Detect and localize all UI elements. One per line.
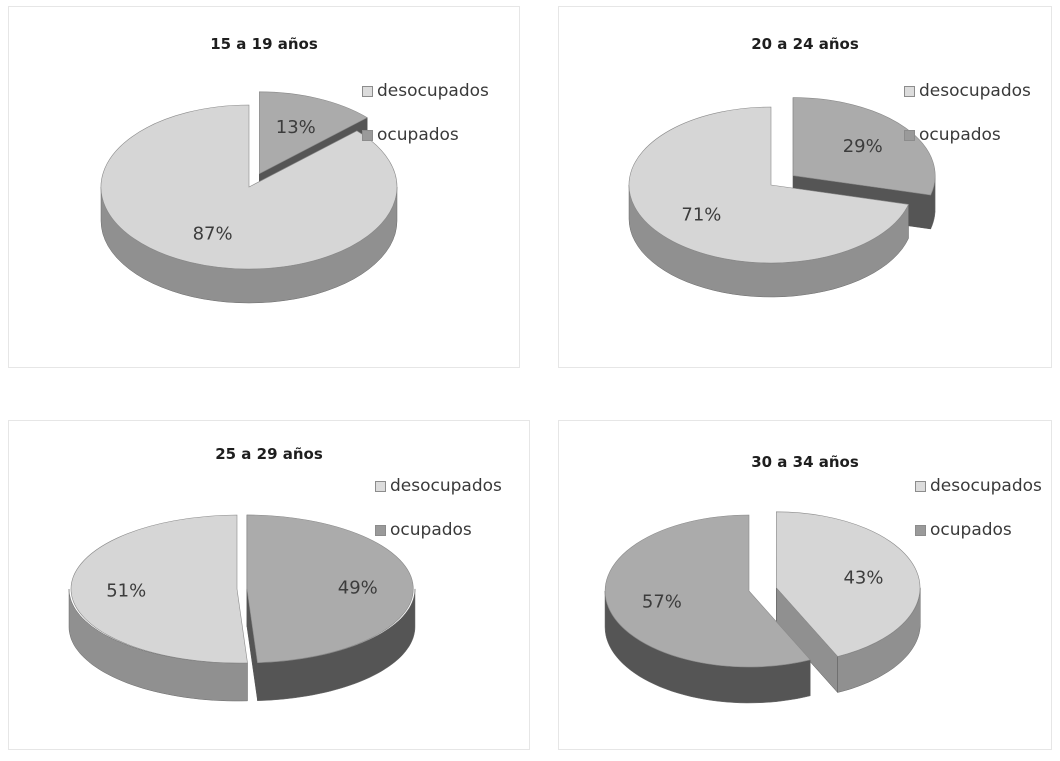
pie-slice-ocupados bbox=[792, 97, 936, 196]
slice-label-desocupados: 87% bbox=[193, 224, 233, 245]
pie-side-desocupados bbox=[68, 588, 248, 702]
legend-item-desocupados: desocupados bbox=[904, 79, 1031, 103]
legend-swatch-desocupados bbox=[915, 480, 926, 492]
pie-slice-desocupados bbox=[100, 104, 398, 270]
pie-slice-desocupados bbox=[775, 511, 921, 657]
legend-swatch-ocupados bbox=[915, 524, 926, 536]
chart-panel-1: 13% 87% 15 a 19 años desocupados ocupados bbox=[8, 6, 520, 368]
pie-slice-desocupados bbox=[628, 106, 909, 264]
chart-title: 25 a 29 años bbox=[215, 445, 323, 463]
legend-item-ocupados: ocupados bbox=[904, 123, 1031, 147]
pie-slice-ocupados bbox=[258, 91, 368, 175]
legend-item-ocupados: ocupados bbox=[915, 518, 1042, 542]
legend-item-desocupados: desocupados bbox=[375, 474, 502, 498]
chart-legend: desocupados ocupados bbox=[904, 79, 1031, 167]
legend-label-desocupados: desocupados bbox=[930, 476, 1042, 496]
legend-label-ocupados: ocupados bbox=[919, 125, 1001, 145]
legend-label-ocupados: ocupados bbox=[930, 520, 1012, 540]
legend-item-ocupados: ocupados bbox=[375, 518, 502, 542]
pie-slice-ocupados bbox=[604, 514, 811, 668]
slice-label-ocupados: 57% bbox=[642, 591, 682, 612]
legend-label-desocupados: desocupados bbox=[377, 81, 489, 101]
legend-label-desocupados: desocupados bbox=[390, 476, 502, 496]
slice-label-ocupados: 49% bbox=[338, 577, 378, 598]
chart-panel-4: 43% 57% 30 a 34 años desocupados ocupados bbox=[558, 420, 1052, 750]
slice-label-desocupados: 43% bbox=[843, 568, 883, 589]
chart-legend: desocupados ocupados bbox=[375, 474, 502, 562]
pie-chart-3: 49% 51% bbox=[68, 514, 416, 702]
legend-item-desocupados: desocupados bbox=[362, 79, 489, 103]
legend-label-ocupados: ocupados bbox=[390, 520, 472, 540]
chart-title: 20 a 24 años bbox=[751, 35, 859, 53]
legend-label-ocupados: ocupados bbox=[377, 125, 459, 145]
slice-label-desocupados: 51% bbox=[106, 581, 146, 602]
legend-label-desocupados: desocupados bbox=[919, 81, 1031, 101]
legend-swatch-ocupados bbox=[375, 524, 386, 536]
legend-swatch-desocupados bbox=[375, 480, 386, 492]
legend-swatch-ocupados bbox=[362, 129, 373, 141]
legend-swatch-desocupados bbox=[904, 85, 915, 97]
chart-legend: desocupados ocupados bbox=[915, 474, 1042, 562]
chart-title: 30 a 34 años bbox=[751, 453, 859, 471]
pie-chart-4: 43% 57% bbox=[604, 511, 921, 704]
legend-swatch-ocupados bbox=[904, 129, 915, 141]
slice-label-ocupados: 13% bbox=[276, 117, 316, 138]
legend-item-ocupados: ocupados bbox=[362, 123, 489, 147]
chart-title: 15 a 19 años bbox=[210, 35, 318, 53]
pie-slice-desocupados bbox=[70, 514, 248, 664]
chart-legend: desocupados ocupados bbox=[362, 79, 489, 167]
chart-panel-3: 49% 51% 25 a 29 años desocupados ocupados bbox=[8, 420, 530, 750]
pie-slice-ocupados bbox=[246, 514, 414, 664]
pie-chart-2: 29% 71% bbox=[628, 97, 936, 298]
chart-panel-2: 29% 71% 20 a 24 años desocupados ocupados bbox=[558, 6, 1052, 368]
legend-swatch-desocupados bbox=[362, 85, 373, 97]
slice-label-desocupados: 71% bbox=[681, 205, 721, 226]
legend-item-desocupados: desocupados bbox=[915, 474, 1042, 498]
slice-label-ocupados: 29% bbox=[843, 136, 883, 157]
pie-chart-1: 13% 87% bbox=[100, 91, 398, 304]
